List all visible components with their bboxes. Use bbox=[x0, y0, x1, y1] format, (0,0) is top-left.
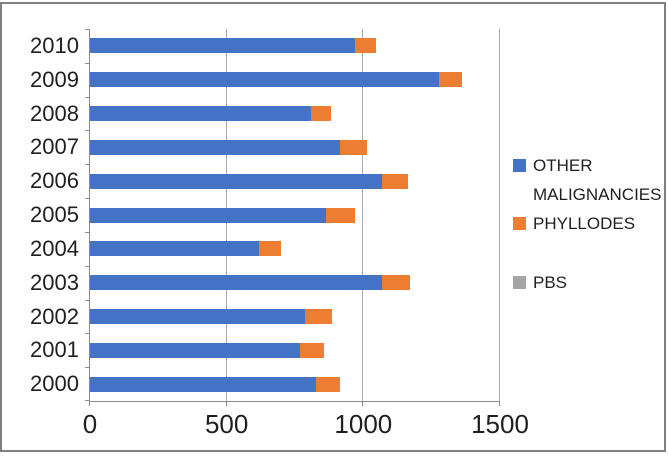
x-axis-tick bbox=[362, 401, 364, 406]
y-axis-tick bbox=[85, 198, 90, 199]
legend-item-other-malignancies: OTHER MALIGNANCIES bbox=[513, 151, 667, 209]
category-label: 2009 bbox=[30, 66, 79, 92]
bar-segment-other-malignancies bbox=[90, 139, 341, 155]
bar-segment-phyllodes bbox=[326, 207, 356, 223]
legend: OTHER MALIGNANCIES PHYLLODES PBS bbox=[513, 151, 667, 297]
category-label: 2003 bbox=[30, 269, 79, 295]
legend-swatch-gray-icon bbox=[513, 276, 526, 289]
bar-segment-other-malignancies bbox=[90, 38, 356, 54]
bar-segment-other-malignancies bbox=[90, 241, 260, 257]
y-axis-category-labels: 2010 2009 2008 2007 2006 2005 2004 2003 2002 2001… bbox=[6, 29, 79, 401]
y-axis-tick bbox=[85, 164, 90, 165]
y-axis-tick bbox=[85, 29, 90, 30]
chart-border: 2010 2009 2008 2007 2006 2005 2004 2003 2002 2001… bbox=[0, 2, 666, 452]
bar-segment-other-malignancies bbox=[90, 173, 383, 189]
category-label: 2008 bbox=[30, 100, 79, 126]
x-tick-label: 1000 bbox=[334, 409, 393, 439]
x-tick-label: 500 bbox=[204, 409, 249, 439]
bar-segment-other-malignancies bbox=[90, 275, 383, 291]
category-label: 2000 bbox=[30, 371, 79, 397]
bar-segment-phyllodes bbox=[340, 139, 368, 155]
legend-item-phyllodes: PHYLLODES bbox=[513, 209, 667, 238]
bar-segment-phyllodes bbox=[355, 38, 376, 54]
y-axis-tick bbox=[85, 266, 90, 267]
bar-segment-phyllodes bbox=[315, 376, 341, 392]
x-axis-tick-labels: 0 500 1000 1500 bbox=[83, 408, 529, 444]
category-label: 2002 bbox=[30, 303, 79, 329]
bar-segment-other-malignancies bbox=[90, 106, 312, 122]
x-axis-tick bbox=[89, 401, 90, 406]
x-axis-tick bbox=[499, 401, 500, 406]
x-axis-tick bbox=[225, 401, 227, 406]
legend-label-other-malignancies: OTHER MALIGNANCIES bbox=[533, 156, 662, 204]
y-axis-tick bbox=[85, 367, 90, 368]
bar-segment-other-malignancies bbox=[90, 308, 305, 324]
bar-segment-phyllodes bbox=[259, 241, 282, 257]
y-axis-tick bbox=[85, 130, 90, 131]
bar-segment-phyllodes bbox=[311, 106, 331, 122]
plot-area bbox=[85, 29, 500, 406]
gridline bbox=[362, 29, 364, 401]
legend-label-phyllodes: PHYLLODES bbox=[533, 214, 636, 233]
bar-segment-other-malignancies bbox=[90, 376, 316, 392]
legend-item-pbs: PBS bbox=[513, 268, 667, 297]
bar-segment-phyllodes bbox=[382, 275, 410, 291]
bar-segment-phyllodes bbox=[300, 342, 324, 358]
bar-segment-phyllodes bbox=[438, 72, 462, 88]
bar-segment-other-malignancies bbox=[90, 342, 301, 358]
y-axis-tick bbox=[85, 97, 90, 98]
category-label: 2010 bbox=[30, 33, 79, 58]
y-axis-tick bbox=[85, 400, 90, 401]
y-axis-tick bbox=[85, 232, 90, 233]
y-axis-tick bbox=[85, 63, 90, 64]
legend-swatch-orange-icon bbox=[513, 217, 526, 230]
bar-segment-phyllodes bbox=[304, 308, 332, 324]
category-label: 2005 bbox=[30, 202, 79, 228]
y-axis-tick bbox=[85, 333, 90, 334]
legend-label-pbs: PBS bbox=[533, 273, 568, 292]
category-label: 2007 bbox=[30, 134, 79, 160]
bar-segment-phyllodes bbox=[382, 173, 409, 189]
legend-swatch-blue-icon bbox=[513, 159, 526, 172]
category-label: 2001 bbox=[30, 337, 79, 363]
gridline bbox=[499, 29, 500, 401]
x-tick-label: 0 bbox=[82, 409, 98, 439]
x-tick-label: 1500 bbox=[471, 409, 529, 439]
category-label: 2004 bbox=[30, 235, 79, 261]
y-axis-tick bbox=[85, 300, 90, 301]
bar-segment-other-malignancies bbox=[90, 72, 439, 88]
category-label: 2006 bbox=[30, 168, 79, 194]
bar-segment-other-malignancies bbox=[90, 207, 327, 223]
